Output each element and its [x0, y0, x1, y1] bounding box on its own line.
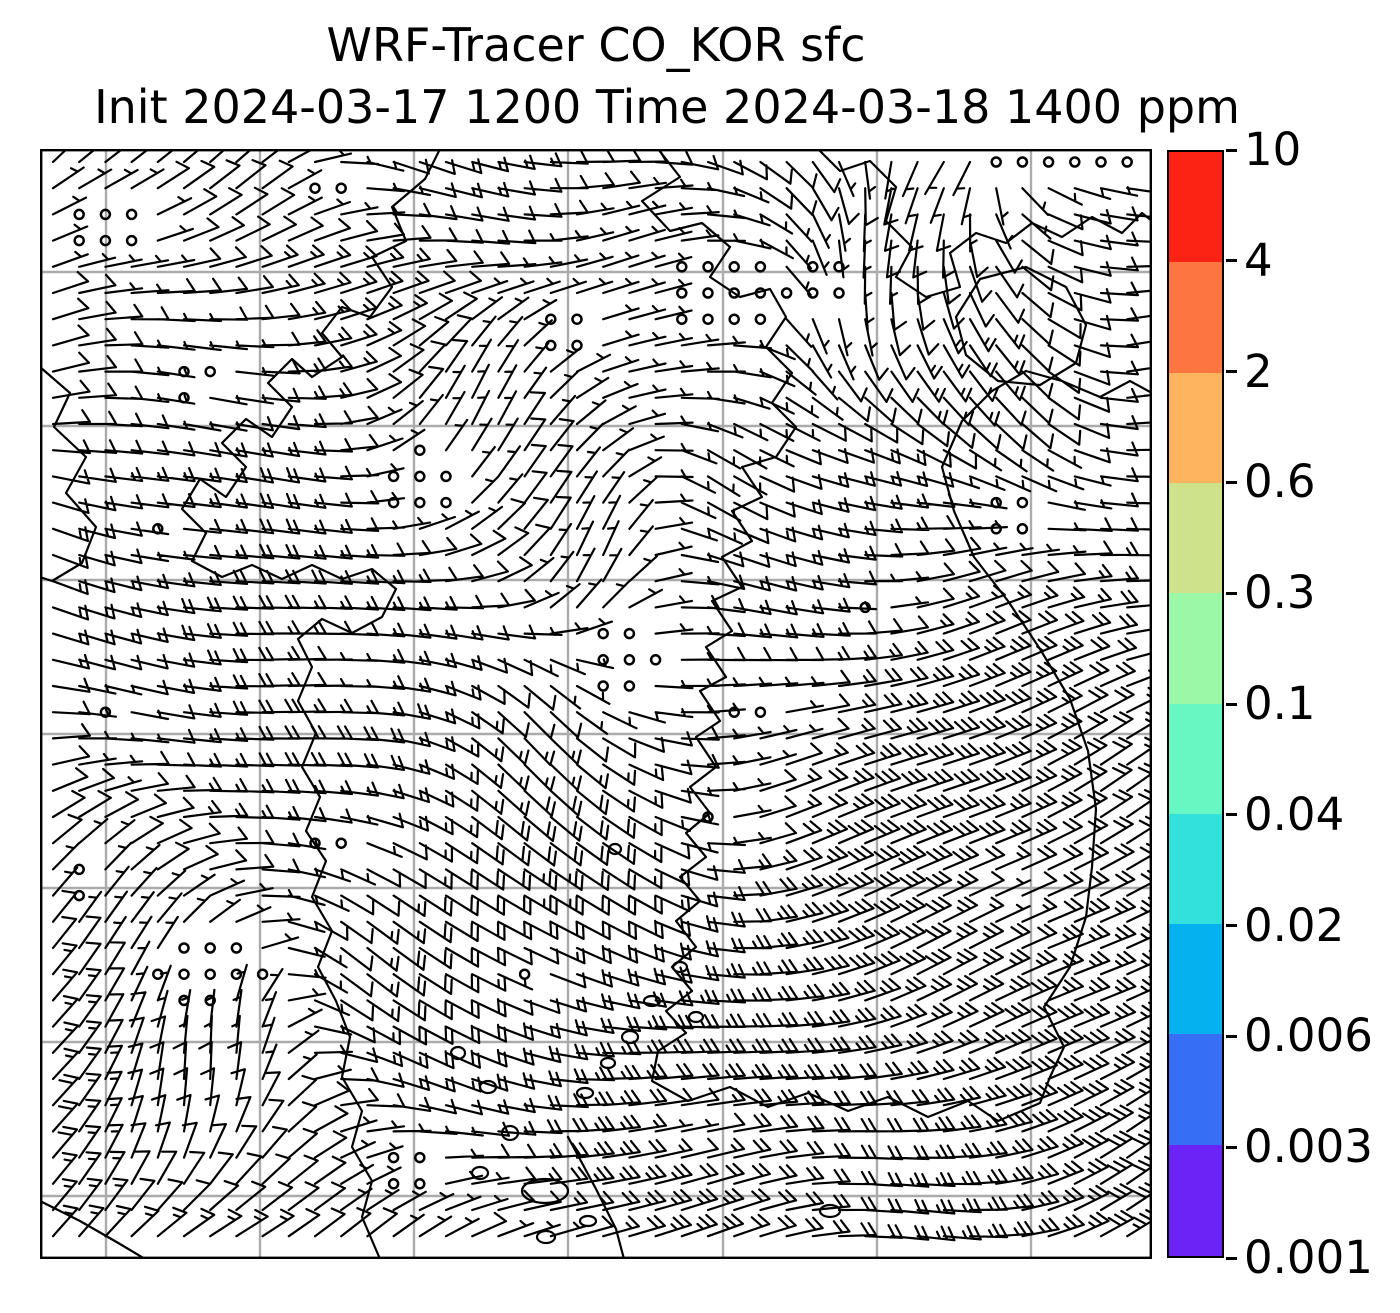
- calm-wind-circles: [73, 156, 1133, 1190]
- colorbar-tick-label: 0.04: [1244, 787, 1345, 841]
- colorbar-segment: [1169, 152, 1222, 264]
- chart-title: WRF-Tracer CO_KOR sfc: [326, 18, 866, 72]
- colorbar-tick: [1226, 1145, 1237, 1149]
- island-outline: [599, 1056, 617, 1070]
- island-outline: [607, 842, 623, 856]
- colorbar-segment: [1169, 813, 1222, 926]
- colorbar-tick-label: 4: [1244, 233, 1273, 287]
- island-outline: [671, 960, 689, 974]
- colorbar-tick-label: 0.003: [1244, 1120, 1373, 1174]
- colorbar-tick: [1226, 370, 1237, 374]
- colorbar-tick-label: 0.001: [1244, 1231, 1373, 1284]
- coastline: [40, 1199, 147, 1259]
- colorbar-segment: [1169, 372, 1222, 484]
- island-outline: [687, 1010, 705, 1024]
- colorbar-segment: [1169, 924, 1222, 1036]
- colorbar: [1167, 150, 1224, 1258]
- colorbar-segment: [1169, 1144, 1222, 1256]
- colorbar-segment: [1169, 262, 1222, 374]
- island-outline: [520, 1177, 570, 1205]
- colorbar-tick-label: 10: [1244, 123, 1302, 176]
- chart-subtitle: Init 2024-03-17 1200 Time 2024-03-18 140…: [94, 80, 1240, 134]
- colorbar-tick: [1226, 702, 1237, 706]
- colorbar-segment: [1169, 703, 1222, 815]
- axes-frame: [40, 149, 1152, 1259]
- map-plot-area: [40, 149, 1152, 1259]
- colorbar-segment: [1169, 482, 1222, 595]
- colorbar-segment: [1169, 593, 1222, 705]
- colorbar-tick-label: 2: [1244, 344, 1273, 398]
- island-outline: [575, 1086, 595, 1100]
- colorbar-tick-label: 0.6: [1244, 455, 1316, 509]
- colorbar-tick-label: 0.006: [1244, 1009, 1373, 1063]
- wind-barb-map: [40, 149, 1152, 1259]
- colorbar-tick: [1226, 1034, 1237, 1038]
- colorbar-tick: [1226, 591, 1237, 595]
- colorbar-segment: [1169, 1034, 1222, 1146]
- colorbar-tick: [1226, 148, 1237, 152]
- colorbar-tick: [1226, 924, 1237, 928]
- colorbar-tick: [1226, 1256, 1237, 1260]
- colorbar-tick-label: 0.1: [1244, 677, 1316, 730]
- coastline: [180, 149, 442, 1259]
- island-outline: [535, 1229, 557, 1245]
- wind-barbs: [51, 149, 1152, 1242]
- island-outline: [578, 1214, 598, 1228]
- coastline: [40, 365, 98, 583]
- colorbar-tick: [1226, 259, 1237, 263]
- colorbar-tick: [1226, 813, 1237, 817]
- coastline: [954, 265, 1088, 387]
- colorbar-tick-label: 0.3: [1244, 566, 1316, 620]
- colorbar-tick: [1226, 480, 1237, 484]
- colorbar-tick-label: 0.02: [1244, 898, 1345, 952]
- island-outline: [620, 1029, 640, 1045]
